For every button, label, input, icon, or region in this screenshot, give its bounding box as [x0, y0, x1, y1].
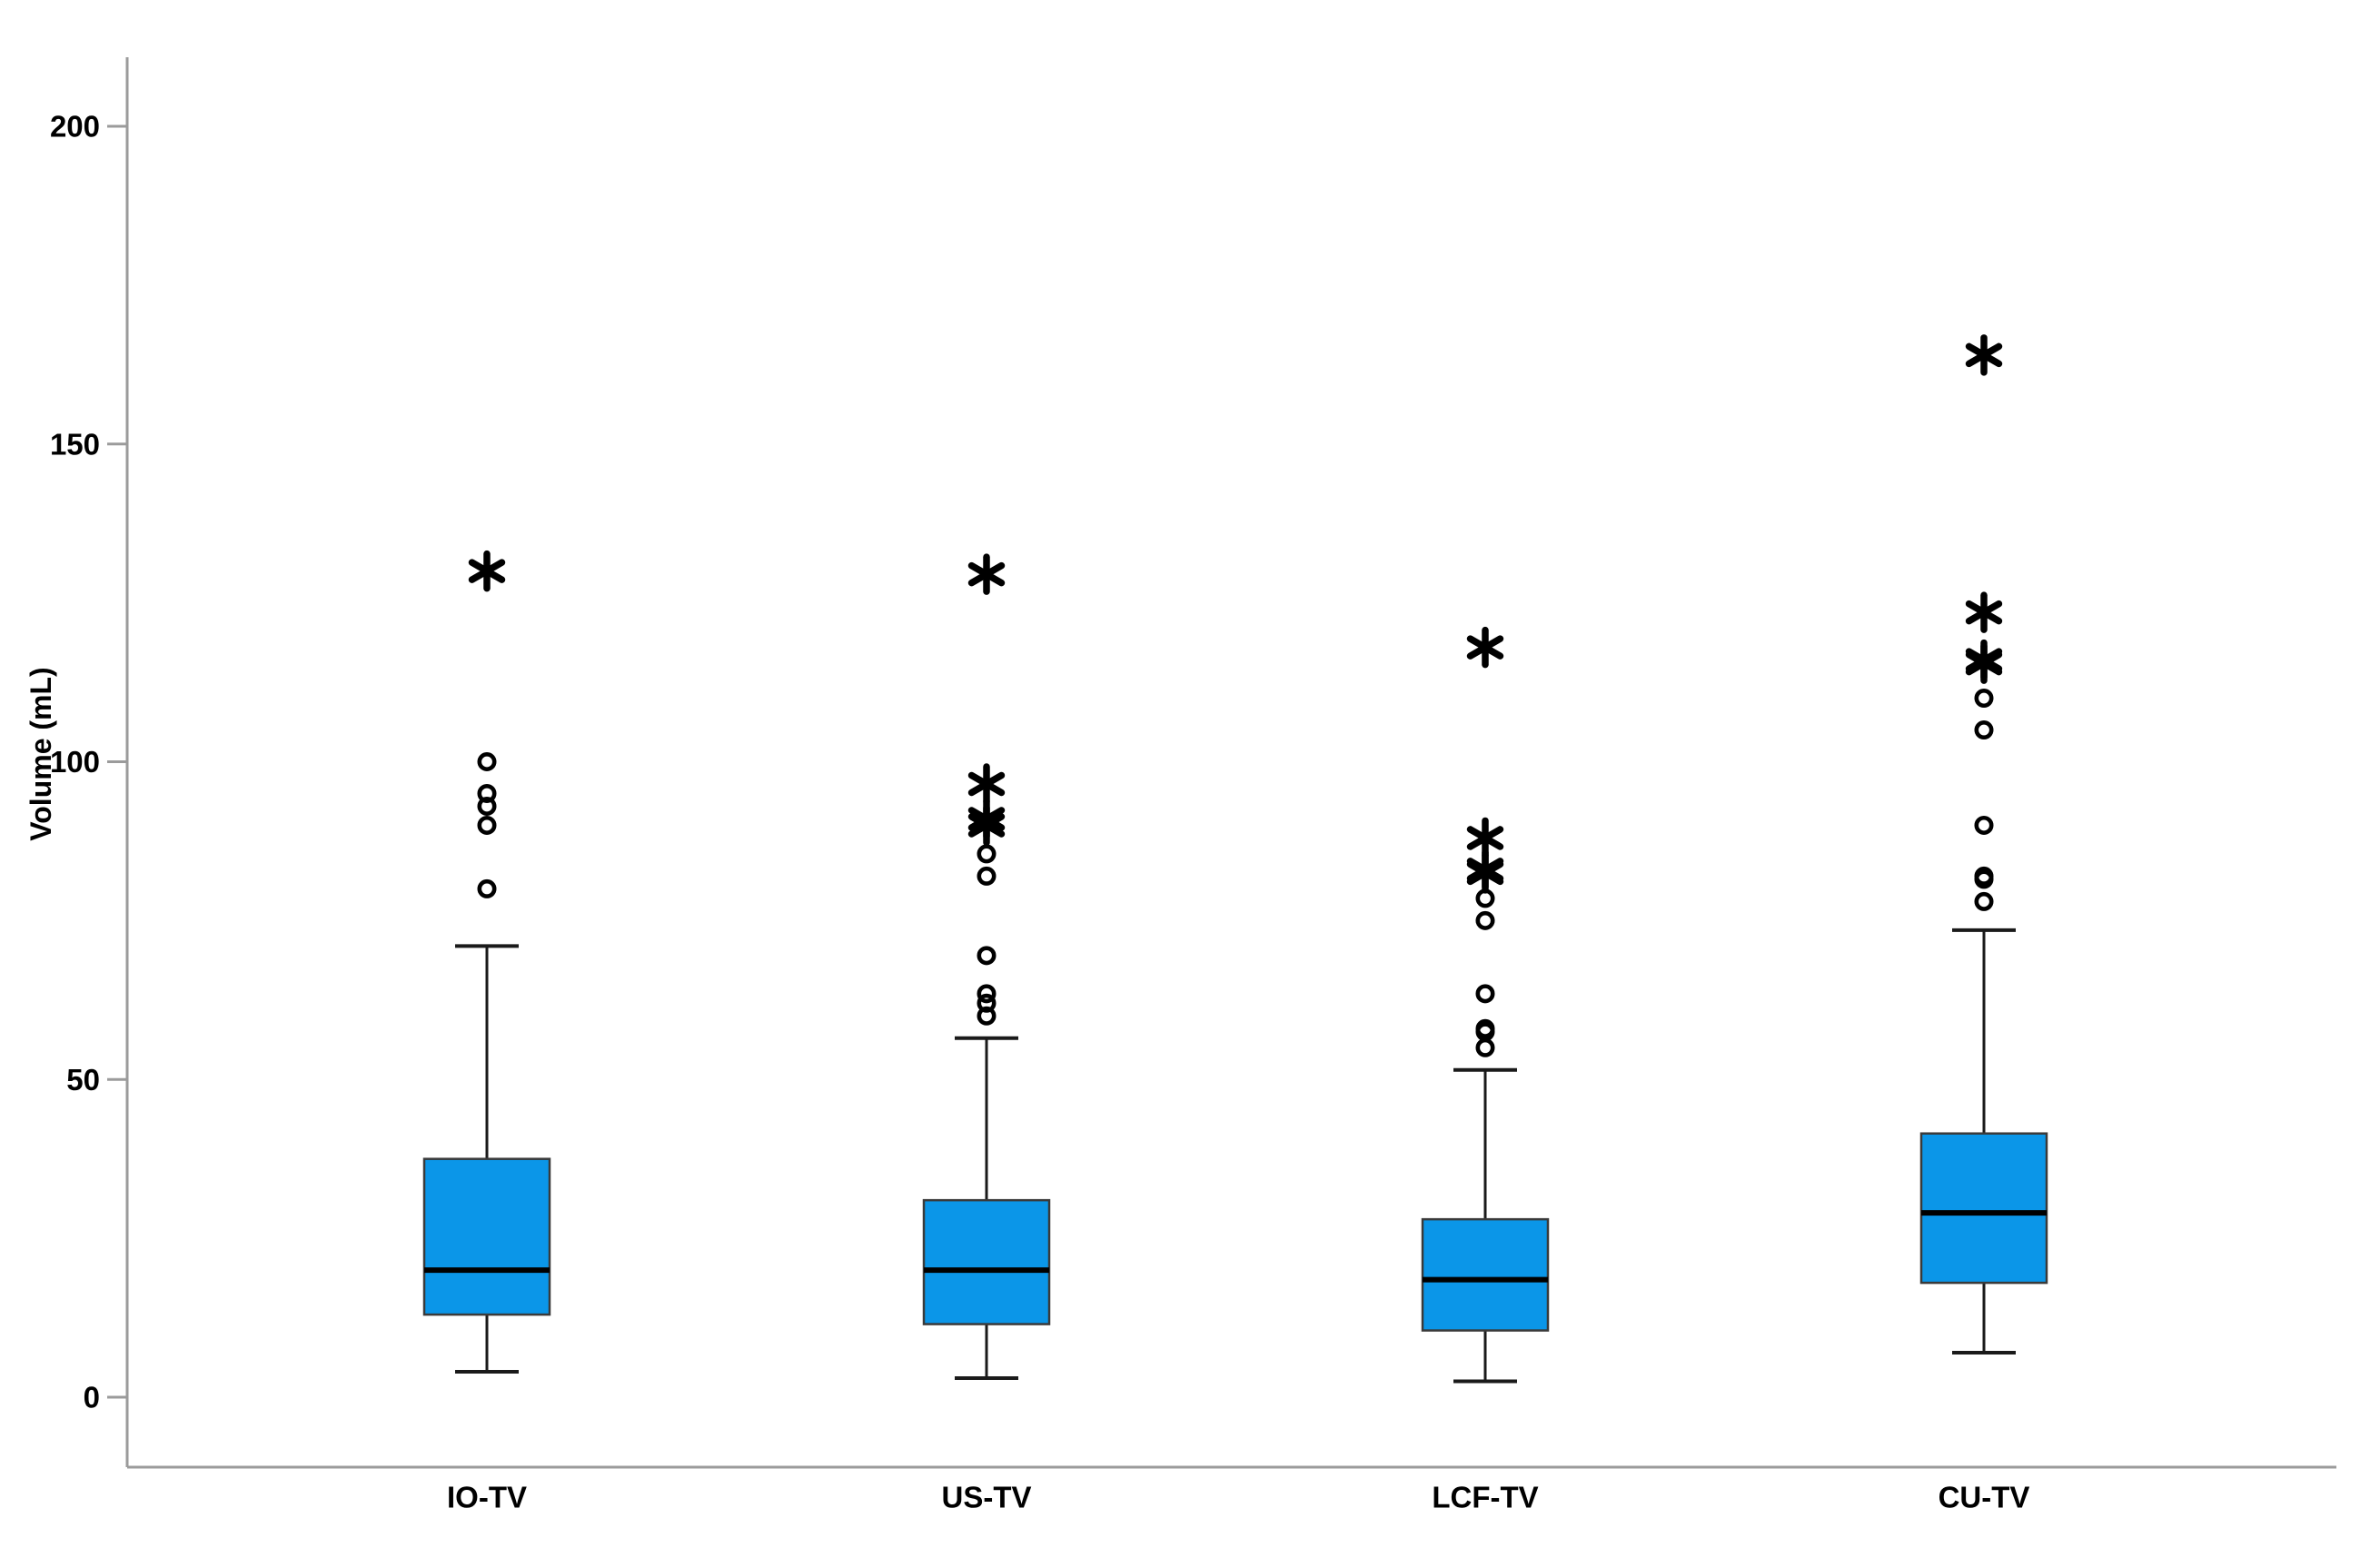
- x-category-label-us-tv: US-TV: [942, 1481, 1032, 1514]
- outlier-circle-us-tv-85.5: [977, 844, 997, 864]
- outlier-circle-cu-tv-90: [1974, 815, 1994, 835]
- asterisk-spoke: [1466, 826, 1504, 850]
- outlier-asterisk-lcf-tv-88: [1466, 817, 1504, 859]
- outlier-circle-cu-tv-110: [1974, 689, 1994, 709]
- outlier-circle-io-tv-80: [477, 878, 497, 898]
- x-category-label-io-tv: IO-TV: [447, 1481, 527, 1514]
- iqr-box-us-tv: [922, 1198, 1051, 1325]
- outlier-asterisk-lcf-tv-118: [1466, 626, 1504, 669]
- outlier-circle-cu-tv-82: [1974, 866, 1994, 886]
- iqr-box-lcf-tv: [1421, 1217, 1550, 1332]
- outlier-circle-lcf-tv-63.5: [1475, 984, 1495, 1004]
- outlier-asterisk-cu-tv-164: [1965, 334, 2003, 376]
- y-tick-label-150: 150: [50, 427, 100, 461]
- asterisk-spoke: [967, 771, 1006, 797]
- outlier-circle-lcf-tv-75: [1475, 910, 1495, 930]
- outlier-circle-us-tv-69.5: [977, 946, 997, 966]
- outlier-circle-io-tv-90: [477, 815, 497, 835]
- asterisk-spoke: [1466, 635, 1504, 660]
- outlier-asterisk-us-tv-96.5: [967, 763, 1006, 805]
- outlier-asterisk-io-tv-130: [468, 550, 506, 592]
- y-axis-title: Volume (mL): [25, 667, 57, 840]
- y-tick-label-50: 50: [66, 1063, 100, 1096]
- outlier-circle-us-tv-60: [977, 1006, 997, 1026]
- outlier-circle-cu-tv-105: [1974, 720, 1994, 740]
- outlier-circle-io-tv-93: [477, 796, 497, 816]
- outlier-asterisk-us-tv-91: [967, 798, 1006, 840]
- asterisk-spoke: [1965, 648, 2003, 672]
- outlier-circle-lcf-tv-58: [1475, 1018, 1495, 1038]
- outlier-circle-io-tv-100: [477, 751, 497, 771]
- y-tick-label-100: 100: [50, 745, 100, 779]
- asterisk-spoke: [468, 559, 506, 583]
- outlier-circle-cu-tv-78: [1974, 891, 1994, 911]
- asterisk-spoke: [1466, 858, 1504, 882]
- outlier-circle-us-tv-63.5: [977, 984, 997, 1004]
- y-tick-label-200: 200: [50, 110, 100, 144]
- outlier-asterisk-us-tv-129.5: [967, 553, 1006, 595]
- outlier-circle-us-tv-82: [977, 866, 997, 886]
- outlier-circle-lcf-tv-55: [1475, 1037, 1495, 1057]
- x-category-label-cu-tv: CU-TV: [1939, 1481, 2030, 1514]
- outlier-asterisk-cu-tv-123.5: [1965, 591, 2003, 633]
- outlier-circle-us-tv-62: [977, 993, 997, 1013]
- asterisk-spoke: [1965, 600, 2003, 625]
- y-tick-label-0: 0: [84, 1381, 100, 1414]
- iqr-box-cu-tv: [1919, 1132, 2048, 1285]
- outlier-circle-io-tv-95: [477, 783, 497, 803]
- iqr-box-io-tv: [422, 1157, 551, 1316]
- x-category-label-lcf-tv: LCF-TV: [1432, 1481, 1538, 1514]
- asterisk-spoke: [967, 561, 1006, 587]
- outlier-asterisk-cu-tv-116: [1965, 639, 2003, 681]
- asterisk-spoke: [967, 807, 1006, 831]
- asterisk-spoke: [1965, 342, 2003, 368]
